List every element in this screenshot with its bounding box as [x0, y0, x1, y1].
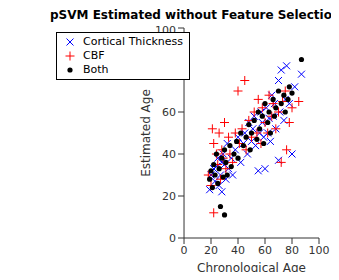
- svg-text:80: 80: [162, 64, 176, 77]
- svg-text:20: 20: [162, 190, 176, 203]
- html-text:Cortical Thickness: Cortical Thickness: [83, 35, 183, 48]
- svg-text:Chronological Age: Chronological Age: [197, 261, 306, 272]
- svg-text:Estimated Age: Estimated Age: [139, 89, 153, 177]
- html-text:CBF: CBF: [83, 49, 105, 62]
- svg-text:80: 80: [285, 244, 299, 257]
- svg-text:100: 100: [155, 24, 176, 37]
- svg-text:60: 60: [162, 106, 176, 119]
- svg-text:0: 0: [169, 232, 176, 245]
- svg-text:40: 40: [162, 148, 176, 161]
- svg-text:40: 40: [231, 244, 245, 257]
- svg-text:60: 60: [258, 244, 272, 257]
- svg-text:20: 20: [204, 244, 218, 257]
- svg-text:0: 0: [181, 244, 188, 257]
- svg-text:100: 100: [309, 244, 330, 257]
- html-text:Both: Both: [83, 63, 109, 76]
